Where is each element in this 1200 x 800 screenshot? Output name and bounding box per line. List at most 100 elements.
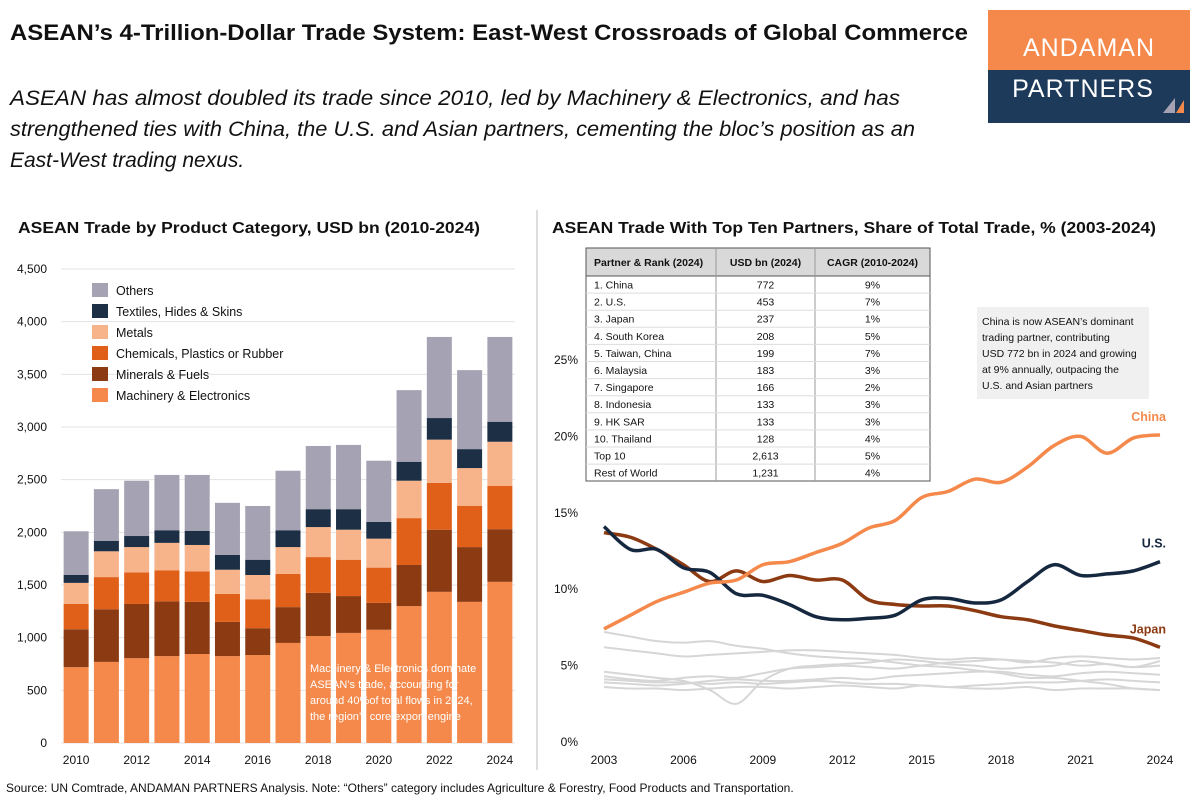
y-tick-label: 15%	[554, 506, 578, 520]
bar-segment	[487, 441, 513, 486]
bar-segment	[426, 529, 452, 592]
table-header	[585, 247, 931, 277]
legend-swatch	[92, 304, 108, 318]
bar-segment	[245, 506, 271, 560]
bar-segment	[366, 629, 392, 743]
bar-segment	[336, 529, 362, 560]
table-cell: 1,231	[752, 468, 778, 480]
bar-segment	[336, 632, 362, 743]
bar-segment	[487, 421, 513, 442]
table-cell: 237	[757, 314, 775, 326]
series-line	[603, 530, 1161, 649]
series-label: Japan	[1130, 622, 1166, 636]
bar-segment	[275, 530, 301, 548]
table-cell: 166	[757, 382, 775, 394]
bar-segment	[154, 601, 180, 657]
bar-segment	[93, 540, 119, 552]
table-cell: 128	[757, 433, 775, 445]
bar-segment	[396, 564, 422, 607]
y-tick-label: 2,000	[17, 525, 47, 539]
annotation: at 9% annually, outpacing the	[982, 364, 1119, 376]
subtitle: East-West trading nexus.	[10, 149, 244, 172]
table-cell: 199	[757, 348, 775, 360]
x-tick-label: 2020	[365, 753, 392, 767]
table-cell: 8. Indonesia	[594, 399, 651, 411]
bar-segment	[184, 544, 210, 572]
table-cell: 3%	[865, 399, 880, 411]
bar-segment	[305, 445, 331, 510]
bar-segment	[457, 601, 483, 743]
logo-text: ANDAMAN	[1023, 34, 1155, 62]
y-tick-label: 500	[27, 683, 47, 697]
logo-top	[988, 10, 1190, 70]
logo-mark	[1176, 100, 1184, 113]
legend-swatch	[92, 325, 108, 339]
bar-segment	[214, 593, 240, 622]
y-tick-label: 3,000	[17, 420, 47, 434]
y-tick-label: 2,500	[17, 473, 47, 487]
bar-segment	[63, 531, 89, 575]
chart-title: ASEAN Trade With Top Ten Partners, Share…	[552, 220, 1156, 237]
bar-segment	[305, 592, 331, 637]
table-cell: 7%	[865, 348, 880, 360]
table-cell: 3%	[865, 416, 880, 428]
table-cell: 2,613	[752, 451, 778, 463]
series-line	[603, 433, 1161, 631]
subtitle: strengthened ties with China, the U.S. a…	[10, 118, 915, 141]
annotation: Machinery & Electronics dominate	[310, 663, 476, 675]
bar-segment	[63, 574, 89, 583]
annotation: trading partner, contributing	[982, 332, 1110, 344]
x-tick-label: 2012	[829, 753, 856, 767]
bar-segment	[124, 572, 150, 604]
bar-segment	[63, 582, 89, 604]
logo-mark	[1163, 98, 1175, 113]
chart-title: ASEAN Trade by Product Category, USD bn …	[18, 220, 480, 237]
x-tick-label: 2021	[1067, 753, 1094, 767]
y-tick-label: 0	[40, 736, 47, 750]
bar-segment	[487, 581, 513, 743]
x-tick-label: 2018	[305, 753, 332, 767]
bar-segment	[487, 336, 513, 422]
annotation: China is now ASEAN’s dominant	[982, 316, 1134, 328]
bar-segment	[245, 655, 271, 743]
legend-label: Textiles, Hides & Skins	[116, 305, 242, 319]
bar-segment	[457, 468, 483, 506]
source-note: Source: UN Comtrade, ANDAMAN PARTNERS An…	[6, 781, 794, 795]
bar-segment	[245, 628, 271, 656]
bar-segment	[245, 574, 271, 600]
x-tick-label: 2016	[244, 753, 271, 767]
table-frame	[585, 247, 931, 482]
table-cell: 208	[757, 331, 775, 343]
bar-segment	[426, 591, 452, 743]
y-tick-label: 3,500	[17, 367, 47, 381]
x-tick-label: 2015	[908, 753, 935, 767]
table-cell: Top 10	[594, 451, 626, 463]
bar-segment	[63, 629, 89, 668]
y-tick-label: 20%	[554, 429, 578, 443]
bar-segment	[124, 658, 150, 743]
table-cell: 4. South Korea	[594, 331, 664, 343]
x-tick-label: 2003	[591, 753, 618, 767]
table-cell: 5. Taiwan, China	[594, 348, 672, 360]
table-cell: 5%	[865, 451, 880, 463]
bar-segment	[366, 460, 392, 522]
bar-segment	[245, 559, 271, 575]
x-tick-label: 2024	[487, 753, 514, 767]
y-tick-label: 25%	[554, 353, 578, 367]
bar-segment	[184, 653, 210, 743]
bar-segment	[305, 527, 331, 558]
logo-bottom	[988, 70, 1190, 123]
bar-segment	[396, 606, 422, 743]
table-cell: Rest of World	[594, 468, 658, 480]
series-line	[602, 525, 1161, 622]
legend-label: Minerals & Fuels	[116, 368, 209, 382]
table-cell: 772	[757, 280, 775, 292]
bar-segment	[457, 370, 483, 450]
bar-segment	[305, 509, 331, 528]
annotation: ASEAN’s trade, accounting for	[310, 679, 459, 691]
bar-segment	[184, 571, 210, 602]
x-tick-label: 2009	[750, 753, 777, 767]
table-cell: 453	[757, 297, 775, 309]
bar-segment	[154, 542, 180, 571]
table-cell: 4%	[865, 468, 880, 480]
